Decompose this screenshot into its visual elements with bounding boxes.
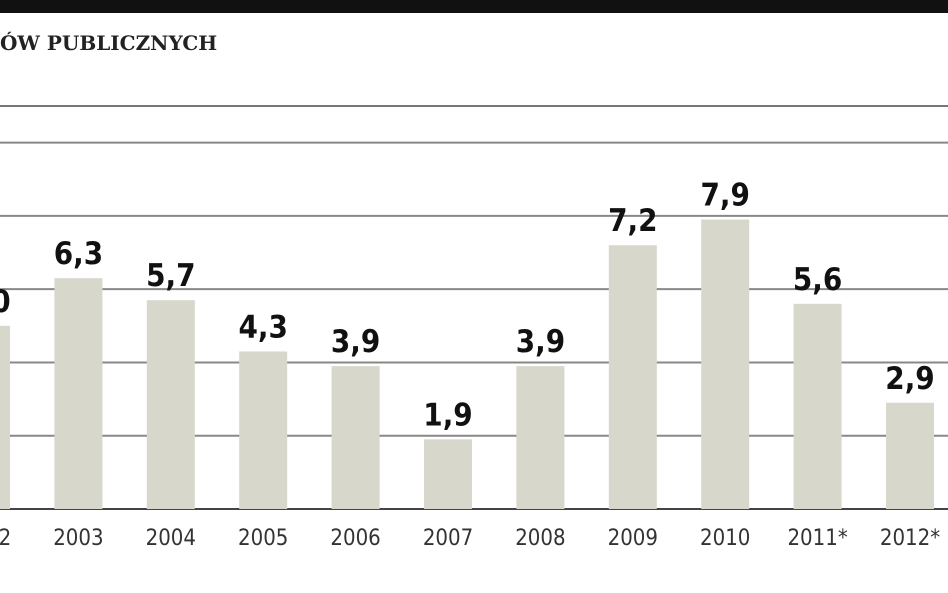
value-label: 3,9 (331, 324, 380, 360)
bar (424, 439, 472, 509)
x-tick-label: 2003 (53, 526, 103, 551)
bar (146, 300, 195, 509)
x-tick-label: 2007 (423, 526, 473, 551)
bar (0, 325, 10, 509)
bar (516, 366, 565, 509)
value-label: 7,2 (608, 203, 657, 239)
value-label: 7,9 (700, 178, 749, 214)
x-tick-label: 2009 (608, 526, 658, 551)
x-tick-label: 2010 (700, 526, 750, 551)
value-label: 4,3 (238, 309, 287, 345)
bar (886, 402, 934, 509)
chart-title: ÓW PUBLICZNYCH (0, 30, 217, 55)
x-tick-label: 2002 (0, 526, 11, 551)
bar (701, 219, 750, 509)
bar (239, 351, 288, 509)
value-label: 5,6 (793, 262, 842, 298)
value-label: 3,9 (516, 324, 565, 360)
value-label: 1,9 (423, 397, 472, 433)
x-tick-label: 2011* (787, 526, 847, 551)
bar (54, 278, 103, 509)
x-tick-label: 2005 (238, 526, 288, 551)
x-tick-label: 2006 (330, 526, 380, 551)
x-tick-label: 2008 (515, 526, 565, 551)
bar (608, 245, 657, 509)
x-tick-label: 2004 (146, 526, 196, 551)
value-label: 2,9 (885, 361, 934, 397)
bar (331, 366, 380, 509)
value-label: 6,3 (54, 236, 103, 272)
top-band (0, 0, 948, 13)
value-label: 5,7 (146, 258, 195, 294)
bar (793, 303, 842, 509)
x-tick-label: 2012* (880, 526, 940, 551)
value-label: 5,0 (0, 284, 11, 320)
